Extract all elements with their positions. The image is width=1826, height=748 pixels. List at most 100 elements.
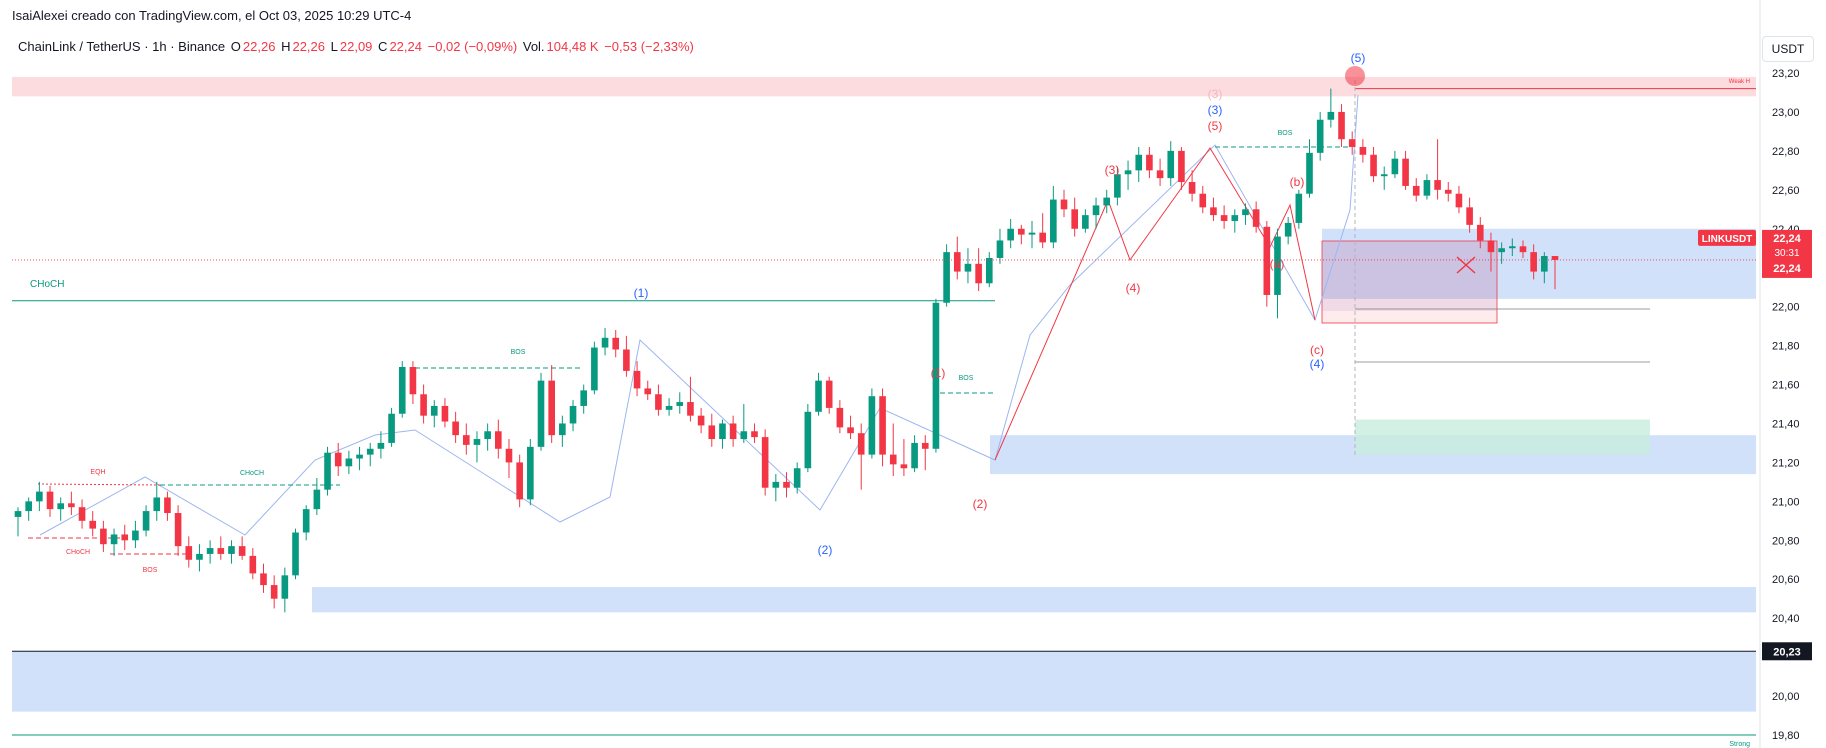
choch-label-main: CHoCH — [30, 279, 64, 290]
candle-body — [1476, 224, 1484, 241]
zone-green-5 — [1355, 419, 1650, 455]
candle-body — [740, 431, 748, 440]
strong-low-label: Strong — [1729, 741, 1750, 748]
open-value: 22,26 — [242, 39, 276, 54]
level-badge — [1762, 642, 1812, 661]
symbol-tag-text: LINKUSDT — [1702, 234, 1753, 245]
tick-label: 21,40 — [1772, 418, 1800, 430]
candle-body — [1530, 252, 1537, 272]
current-price-text: 22,24 — [1773, 233, 1801, 245]
candle-body — [1508, 246, 1516, 249]
candle-body — [601, 337, 609, 348]
candle-body — [1498, 248, 1505, 253]
zone-blue-4 — [12, 651, 1756, 712]
attribution-text: IsaiAlexei creado con TradingView.com, e… — [12, 8, 412, 23]
tick-label: 23,00 — [1772, 107, 1800, 119]
tick-label: 20,40 — [1772, 613, 1800, 625]
candle-body — [1434, 180, 1441, 190]
countdown-text: 30:31 — [1774, 248, 1799, 259]
candle-body — [228, 546, 235, 554]
candle-body — [409, 367, 417, 395]
symbol-label[interactable]: ChainLink / TetherUS · 1h · Binance — [18, 39, 226, 54]
candle-body — [206, 548, 214, 554]
candle-body — [121, 534, 129, 541]
wave-red-1: (1) — [931, 366, 946, 380]
currency-button[interactable]: USDT — [1762, 36, 1814, 62]
candle-body — [452, 421, 459, 436]
candle-body — [783, 481, 790, 488]
tick-label: 20,00 — [1772, 691, 1800, 703]
choch-label-2: CHoCH — [240, 470, 264, 477]
candle-body — [1028, 232, 1036, 235]
candle-body — [1359, 146, 1367, 155]
candle-body — [132, 530, 139, 541]
candle-body — [68, 503, 75, 508]
bos-label-4: BOS — [143, 567, 158, 574]
candle-body — [302, 509, 310, 533]
candle-body — [334, 452, 342, 467]
low-value: 22,09 — [339, 39, 373, 54]
candle-body — [174, 513, 182, 547]
tick-label: 20,60 — [1772, 574, 1800, 586]
candle-body — [1156, 170, 1164, 179]
wave-path-blue — [39, 94, 1359, 536]
open-label: O — [230, 39, 241, 54]
level-badge-text: 20,23 — [1773, 646, 1801, 658]
candle-body — [697, 415, 705, 426]
volume-label: Vol. — [522, 39, 545, 54]
candle-body — [985, 257, 993, 284]
candle-body — [57, 503, 65, 510]
candle-body — [89, 520, 97, 529]
candle-body — [100, 528, 107, 545]
candle-body — [921, 442, 929, 449]
bos-label-3: BOS — [1278, 130, 1293, 137]
candle-body — [889, 454, 897, 465]
candle-body — [569, 405, 577, 424]
bos-label-2: BOS — [959, 375, 974, 382]
candle-body — [1146, 154, 1153, 171]
drawings-layer — [28, 66, 1650, 555]
wave-red-5: (5) — [1208, 119, 1223, 133]
wave-red-3: (3) — [1105, 163, 1120, 177]
tick-label: 22,60 — [1772, 185, 1800, 197]
candle-body — [185, 546, 193, 560]
candle-body — [36, 491, 43, 502]
tick-label: 21,00 — [1772, 496, 1800, 508]
candle-body — [1466, 207, 1473, 225]
candle-body — [719, 423, 726, 440]
wave-red-2: (2) — [973, 497, 988, 511]
candle-body — [356, 454, 363, 459]
candle-body — [633, 370, 641, 389]
wave-red-a: (a) — [1270, 257, 1285, 271]
candle-body — [1220, 215, 1228, 221]
change-value: −0,02 (−0,09%) — [427, 39, 518, 54]
candle-body — [1103, 197, 1111, 206]
candle-body — [687, 402, 694, 416]
wave-blue-1: (1) — [634, 286, 649, 300]
candle-body — [281, 575, 289, 599]
candle-body — [516, 462, 523, 500]
tick-label: 21,60 — [1772, 380, 1800, 392]
tick-label: 22,00 — [1772, 302, 1800, 314]
candle-body — [1295, 193, 1303, 223]
candle-body — [398, 367, 406, 414]
candle-body — [505, 448, 513, 463]
candle-body — [868, 396, 876, 455]
volume-value: 104,48 K — [546, 39, 599, 54]
wave-blue-5: (5) — [1351, 51, 1366, 65]
current-price-badge — [1762, 229, 1812, 278]
bos-label-1: BOS — [511, 349, 526, 356]
candle-body — [879, 396, 886, 455]
zone-red-0 — [12, 76, 1756, 97]
candle-body — [142, 511, 150, 531]
candle-body — [313, 489, 321, 510]
candle-body — [25, 501, 32, 512]
candle-body — [1338, 111, 1345, 140]
candle-body — [1135, 154, 1143, 171]
candle-body — [1060, 199, 1068, 210]
candle-body — [900, 464, 908, 469]
tick-label: 19,80 — [1772, 730, 1800, 742]
candle-body — [217, 548, 225, 554]
candles-layer — [14, 88, 1559, 613]
